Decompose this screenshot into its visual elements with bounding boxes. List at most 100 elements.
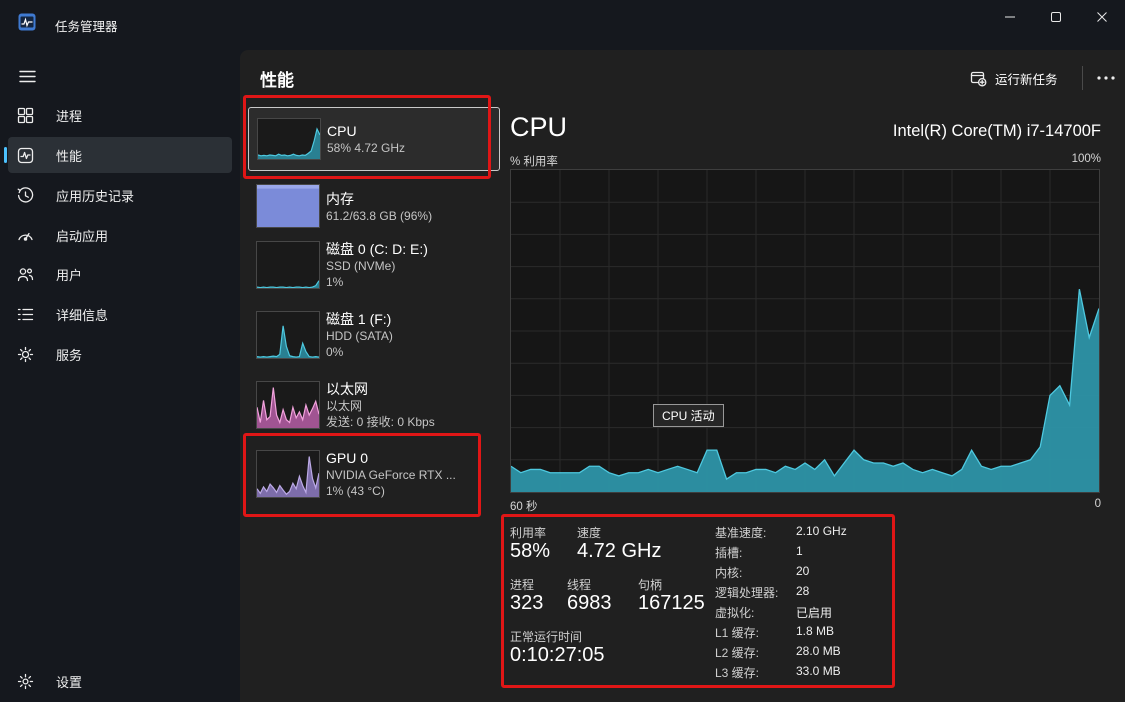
kv-l3-cache-label: L3 缓存: — [715, 666, 760, 680]
sidebar-item-users[interactable]: 用户 — [8, 256, 232, 292]
perf-item-subtitle2: 0% — [326, 345, 344, 359]
kv-base-speed-value: 2.10 GHz — [796, 524, 847, 538]
services-icon — [17, 346, 34, 362]
task-manager-app-icon — [18, 13, 36, 31]
content-panel: 性能 运行新任务 CPU 58% 4.72 GHz 内存 61.2/63.8 G… — [240, 50, 1125, 702]
more-options-button[interactable] — [1090, 64, 1122, 92]
run-new-task-button[interactable]: 运行新任务 — [962, 64, 1066, 92]
perf-item-subtitle: 61.2/63.8 GB (96%) — [326, 209, 433, 223]
cpu-pane-title: CPU — [510, 112, 568, 142]
kv-l1-cache-value: 1.8 MB — [796, 624, 835, 638]
sidebar-item-label: 启动应用 — [56, 228, 109, 244]
sidebar-item-label: 应用历史记录 — [56, 188, 135, 204]
maximize-button[interactable] — [1033, 0, 1079, 34]
sidebar-item-label: 详细信息 — [56, 307, 109, 323]
stat-speed-value: 4.72 GHz — [577, 540, 662, 562]
kv-base-speed-label: 基准速度: — [715, 526, 767, 540]
stat-uptime-label: 正常运行时间 — [510, 630, 583, 644]
kv-logical-processors-label: 逻辑处理器: — [715, 586, 779, 600]
cpu-sparkline — [257, 118, 321, 160]
kv-l1-cache-label: L1 缓存: — [715, 626, 760, 640]
chart-tooltip: CPU 活动 — [653, 404, 724, 427]
sidebar-item-details[interactable]: 详细信息 — [8, 296, 232, 332]
users-icon — [17, 267, 34, 281]
sidebar-item-performance[interactable]: 性能 — [4, 137, 232, 173]
sidebar-item-label: 进程 — [56, 108, 83, 124]
close-button[interactable] — [1079, 0, 1125, 34]
perf-item-disk0[interactable]: 磁盘 0 (C: D: E:) SSD (NVMe) 1% — [248, 238, 500, 292]
settings-gear-icon — [17, 673, 34, 689]
sidebar-item-settings[interactable]: 设置 — [8, 663, 232, 699]
titlebar: 任务管理器 — [0, 0, 1125, 48]
kv-logical-processors-value: 28 — [796, 584, 810, 598]
perf-item-subtitle: HDD (SATA) — [326, 329, 393, 343]
perf-item-ethernet[interactable]: 以太网 以太网 发送: 0 接收: 0 Kbps — [248, 378, 500, 432]
kv-l3-cache-value: 33.0 MB — [796, 664, 841, 678]
hamburger-menu-icon[interactable] — [10, 60, 44, 92]
memory-sparkline — [256, 184, 320, 228]
stat-utilization-value: 58% — [510, 540, 551, 562]
kv-cores-value: 20 — [796, 564, 810, 578]
perf-item-subtitle2: 发送: 0 接收: 0 Kbps — [326, 415, 435, 429]
perf-item-subtitle: 58% 4.72 GHz — [327, 141, 406, 155]
chart-y-axis-label: % 利用率 — [510, 156, 558, 168]
stat-threads-label: 线程 — [567, 578, 592, 592]
sidebar-item-label: 用户 — [56, 267, 83, 283]
header-divider — [1082, 66, 1083, 90]
stat-utilization-label: 利用率 — [510, 526, 547, 540]
page-title: 性能 — [260, 71, 294, 90]
stat-threads-value: 6983 — [567, 592, 612, 614]
gpu-sparkline — [256, 450, 320, 498]
new-task-icon — [970, 71, 987, 86]
stat-processes-value: 323 — [510, 592, 544, 614]
perf-item-cpu[interactable]: CPU 58% 4.72 GHz — [248, 107, 500, 171]
disk0-sparkline — [256, 241, 320, 289]
stat-handles-label: 句柄 — [638, 578, 663, 592]
perf-item-subtitle: 以太网 — [326, 399, 363, 413]
sidebar-item-services[interactable]: 服务 — [8, 336, 232, 372]
processes-icon — [17, 107, 34, 123]
kv-virtualization-value: 已启用 — [796, 606, 833, 620]
perf-item-disk1[interactable]: 磁盘 1 (F:) HDD (SATA) 0% — [248, 308, 500, 362]
kv-sockets-label: 插槽: — [715, 546, 743, 560]
stat-speed-label: 速度 — [577, 526, 602, 540]
perf-item-title: 以太网 — [326, 381, 368, 397]
chart-x-left-label: 60 秒 — [510, 501, 538, 513]
app-history-icon — [17, 186, 34, 203]
window-title: 任务管理器 — [55, 20, 118, 34]
kv-cores-label: 内核: — [715, 566, 743, 580]
chart-x-right-label: 0 — [1094, 498, 1101, 510]
startup-apps-icon — [18, 232, 33, 241]
kv-virtualization-label: 虚拟化: — [715, 606, 755, 620]
stat-processes-label: 进程 — [510, 578, 535, 592]
perf-item-memory[interactable]: 内存 61.2/63.8 GB (96%) — [248, 182, 500, 232]
sidebar-item-label: 设置 — [56, 674, 83, 690]
stat-uptime-value: 0:10:27:05 — [510, 644, 605, 666]
sidebar-item-processes[interactable]: 进程 — [8, 97, 232, 133]
performance-icon — [17, 147, 34, 163]
disk1-sparkline — [256, 311, 320, 359]
perf-item-subtitle: SSD (NVMe) — [326, 259, 396, 273]
cpu-model-name: Intel(R) Core(TM) i7-14700F — [892, 122, 1101, 140]
kv-l2-cache-label: L2 缓存: — [715, 646, 760, 660]
perf-item-title: GPU 0 — [326, 450, 369, 466]
perf-item-subtitle: NVIDIA GeForce RTX ... — [326, 468, 456, 482]
cpu-utilization-chart — [510, 169, 1100, 493]
selection-accent-pill — [4, 147, 7, 163]
run-new-task-label: 运行新任务 — [995, 72, 1058, 87]
perf-item-gpu0[interactable]: GPU 0 NVIDIA GeForce RTX ... 1% (43 °C) — [248, 446, 500, 502]
minimize-button[interactable] — [987, 0, 1033, 34]
sidebar-item-label: 服务 — [56, 347, 83, 363]
sidebar-item-app-history[interactable]: 应用历史记录 — [8, 177, 232, 213]
details-icon — [17, 308, 34, 320]
sidebar-item-startup-apps[interactable]: 启动应用 — [8, 217, 232, 253]
perf-item-title: 内存 — [326, 191, 354, 207]
ethernet-sparkline — [256, 381, 320, 429]
kv-l2-cache-value: 28.0 MB — [796, 644, 841, 658]
perf-item-title: 磁盘 0 (C: D: E:) — [326, 241, 428, 257]
perf-item-subtitle2: 1% (43 °C) — [326, 484, 385, 498]
perf-item-title: CPU — [327, 123, 357, 139]
chart-y-max-label: 100% — [1071, 153, 1101, 165]
perf-item-subtitle2: 1% — [326, 275, 344, 289]
